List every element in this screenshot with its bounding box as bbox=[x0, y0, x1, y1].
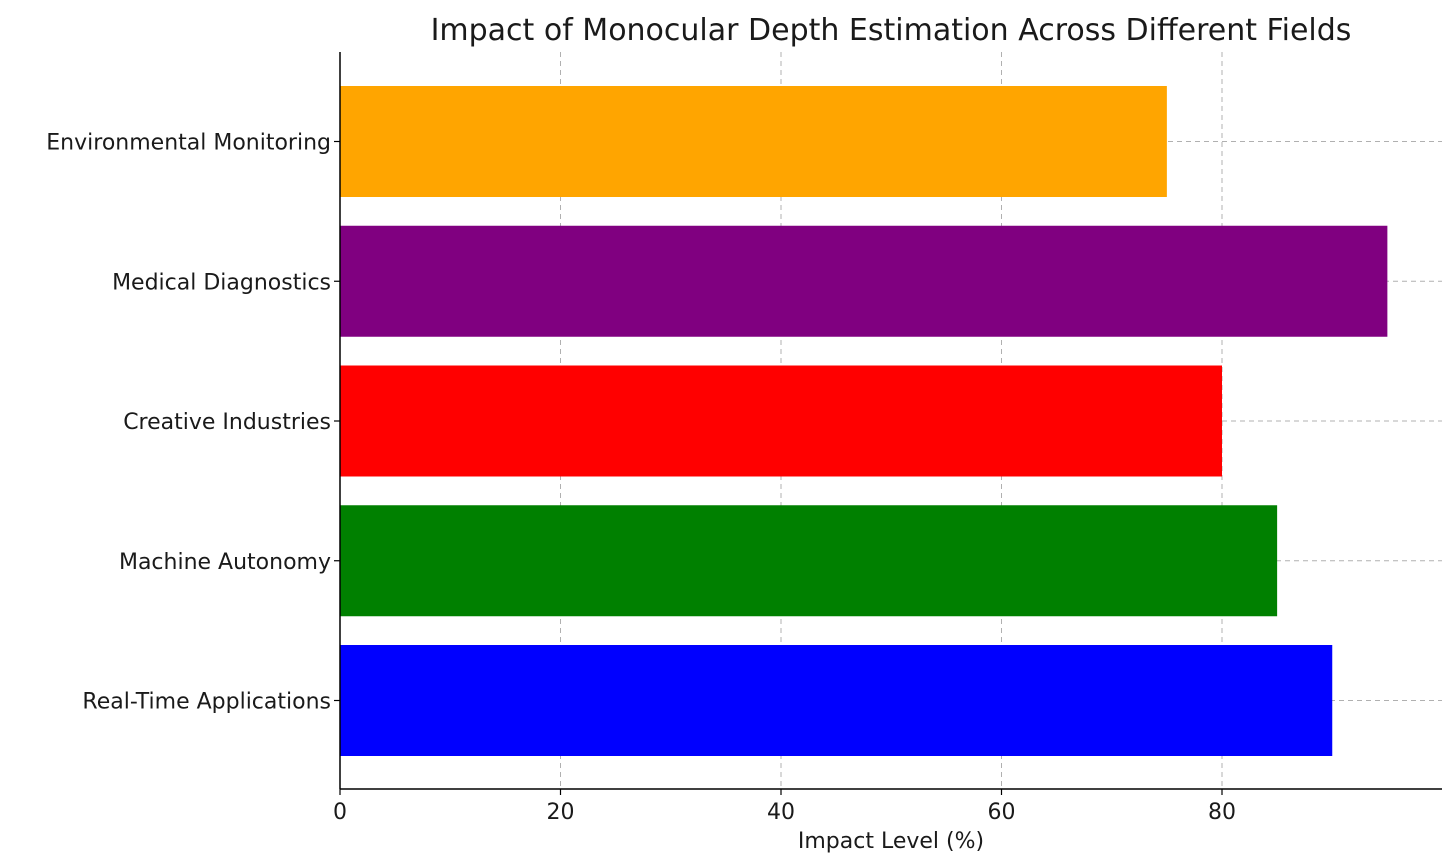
bars bbox=[340, 86, 1388, 756]
y-tick-label: Machine Autonomy bbox=[119, 550, 331, 575]
ticks: 0 20 40 60 80 Real-Time Applications Machine A… bbox=[46, 131, 1236, 826]
bar-real-time-applications bbox=[340, 645, 1333, 756]
x-tick-label: 0 bbox=[333, 800, 347, 825]
chart-title: Impact of Monocular Depth Estimation Acr… bbox=[431, 13, 1352, 48]
bar-medical-diagnostics bbox=[340, 225, 1388, 337]
y-tick-label: Environmental Monitoring bbox=[46, 131, 331, 156]
bar-environmental-monitoring bbox=[340, 86, 1167, 197]
x-tick-label: 40 bbox=[767, 800, 795, 825]
y-tick-label: Real-Time Applications bbox=[82, 690, 331, 715]
x-tick-label: 80 bbox=[1208, 800, 1236, 825]
bar-machine-autonomy bbox=[340, 505, 1278, 617]
x-tick-label: 20 bbox=[547, 800, 575, 825]
x-axis-label: Impact Level (%) bbox=[798, 829, 984, 854]
y-tick-label: Medical Diagnostics bbox=[112, 270, 331, 295]
y-tick-label: Creative Industries bbox=[123, 410, 331, 435]
x-tick-label: 60 bbox=[988, 800, 1016, 825]
bar-creative-industries bbox=[340, 365, 1222, 477]
